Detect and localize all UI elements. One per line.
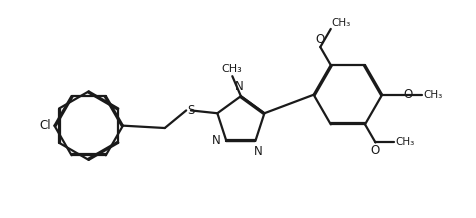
- Text: Cl: Cl: [39, 119, 50, 132]
- Text: CH₃: CH₃: [331, 17, 350, 27]
- Text: O: O: [315, 32, 324, 46]
- Text: CH₃: CH₃: [423, 90, 442, 100]
- Text: S: S: [187, 104, 194, 117]
- Text: N: N: [211, 135, 220, 147]
- Text: CH₃: CH₃: [220, 64, 241, 74]
- Text: O: O: [403, 88, 412, 101]
- Text: N: N: [234, 80, 243, 93]
- Text: O: O: [370, 144, 379, 157]
- Text: N: N: [253, 145, 262, 158]
- Text: CH₃: CH₃: [394, 138, 413, 147]
